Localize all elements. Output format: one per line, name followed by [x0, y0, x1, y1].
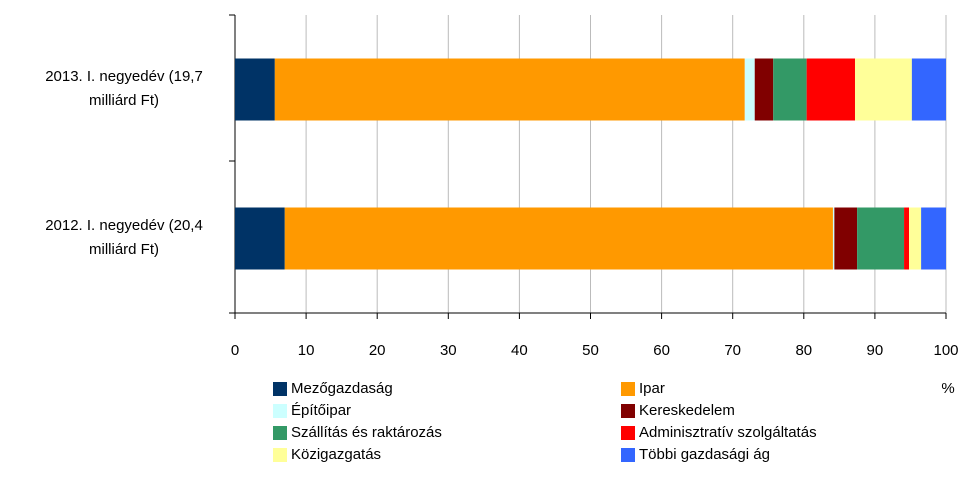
- legend-swatch: [273, 426, 287, 440]
- x-axis-label: %: [941, 380, 954, 397]
- y-tick-label: 2013. I. negyedév (19,7 milliárd Ft): [45, 67, 203, 109]
- legend-label: Mezőgazdaság: [291, 380, 393, 397]
- bar-segment: [921, 207, 946, 270]
- bar-segment: [754, 58, 774, 121]
- bar-segment: [744, 58, 755, 121]
- bar-segment: [834, 207, 858, 270]
- legend-label: Kereskedelem: [639, 402, 735, 419]
- bar-segment: [909, 207, 922, 270]
- x-tick-label: 30: [440, 342, 457, 359]
- x-tick-label: 70: [724, 342, 741, 359]
- legend-label: Többi gazdasági ág: [639, 446, 770, 463]
- bar-segment: [806, 58, 855, 121]
- x-tick-label: 50: [582, 342, 599, 359]
- legend-swatch: [273, 404, 287, 418]
- bar-segment: [235, 58, 275, 121]
- bar-segment: [857, 207, 905, 270]
- legend-swatch: [621, 382, 635, 396]
- bar-segment: [832, 207, 835, 270]
- legend-swatch: [273, 448, 287, 462]
- bar-segment: [911, 58, 946, 121]
- bar-segment: [235, 207, 285, 270]
- legend-label: Szállítás és raktározás: [291, 424, 442, 441]
- x-tick-label: 80: [795, 342, 812, 359]
- bar-segment: [284, 207, 833, 270]
- bar-segment: [274, 58, 745, 121]
- x-tick-label: 100: [933, 342, 958, 359]
- x-tick-label: 60: [653, 342, 670, 359]
- legend-label: Ipar: [639, 380, 665, 397]
- bar-segment: [854, 58, 912, 121]
- x-tick-label: 40: [511, 342, 528, 359]
- legend-label: Építőipar: [291, 402, 351, 419]
- x-tick-label: 0: [231, 342, 239, 359]
- legend-swatch: [621, 404, 635, 418]
- bar-segment: [773, 58, 807, 121]
- x-tick-label: 90: [867, 342, 884, 359]
- legend-swatch: [273, 382, 287, 396]
- x-tick-label: 10: [298, 342, 315, 359]
- legend-label: Közigazgatás: [291, 446, 381, 463]
- legend-swatch: [621, 426, 635, 440]
- y-tick-label: 2012. I. negyedév (20,4 milliárd Ft): [45, 216, 203, 258]
- bar-segment: [904, 207, 910, 270]
- x-tick-label: 20: [369, 342, 386, 359]
- legend-label: Adminisztratív szolgáltatás: [639, 424, 817, 441]
- legend-swatch: [621, 448, 635, 462]
